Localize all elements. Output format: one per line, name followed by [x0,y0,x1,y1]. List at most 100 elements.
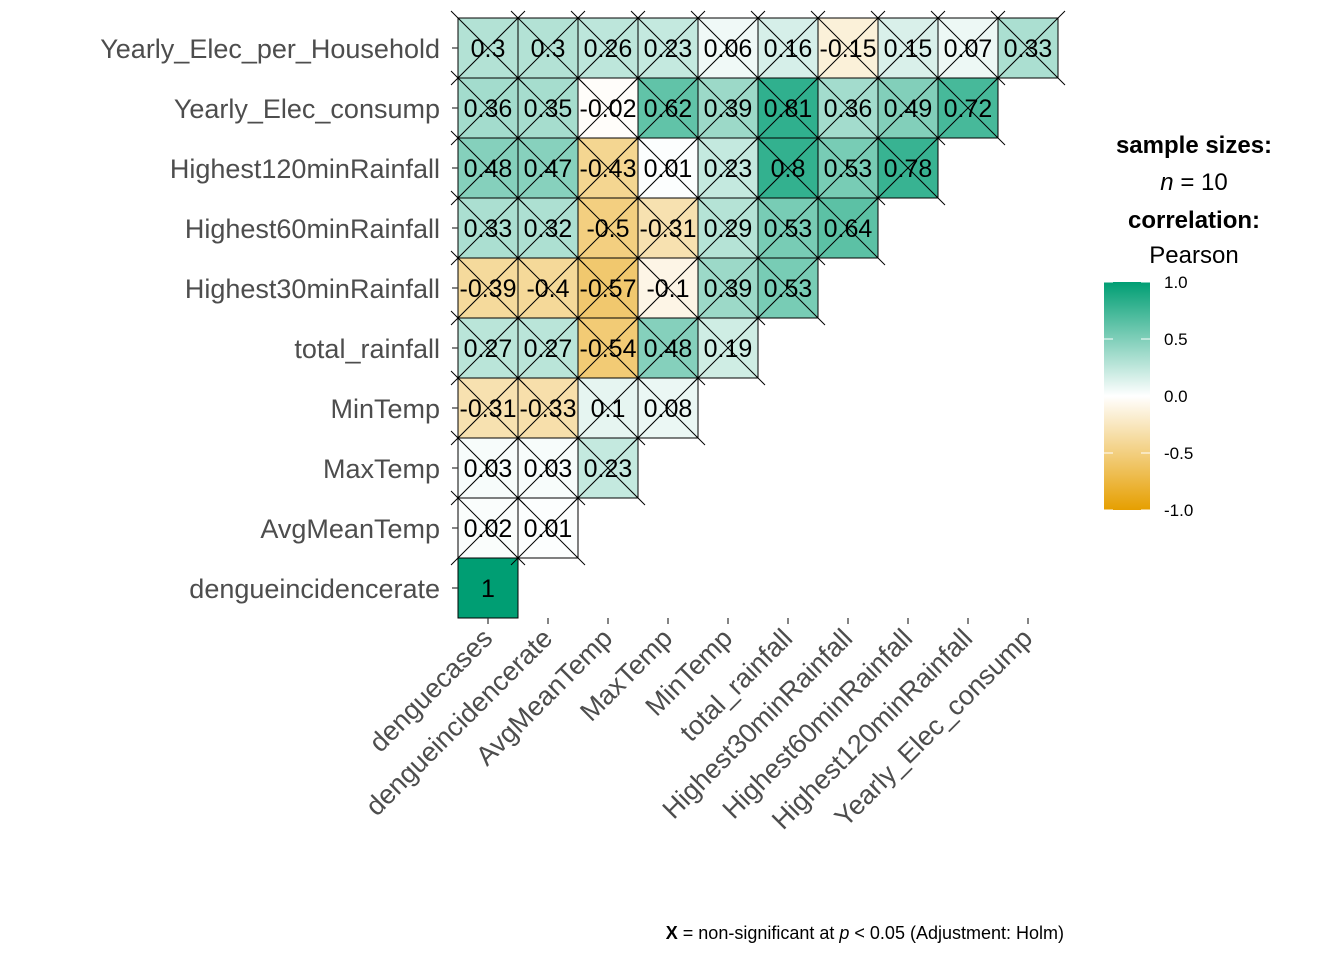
cell-value-label: -0.39 [460,275,517,303]
heatmap-cell: 0.02 [450,490,526,566]
cell-value-label: 0.78 [884,155,933,183]
cell-value-label: -0.15 [820,35,877,63]
nonsignificant-cross [510,10,586,86]
heatmap-cell: 0.15 [870,10,946,86]
cell-value-label: 0.16 [764,35,813,63]
cell-value-label: 0.47 [524,155,573,183]
cell-value-label: 0.1 [591,395,626,423]
cell-value-label: -0.1 [646,275,689,303]
heatmap-cell: 0.39 [690,70,766,146]
heatmap-cell: 0.47 [510,130,586,206]
cell-value-label: -0.43 [580,155,637,183]
cell-value-label: -0.02 [580,95,637,123]
caption-x-symbol: X [666,923,678,943]
cell-value-label: 0.39 [704,275,753,303]
y-tick-label: MaxTemp [323,454,440,484]
cell-value-label: 0.72 [944,95,993,123]
heatmap-cell: 0.62 [630,70,706,146]
heatmap-cell: 0.8 [750,130,826,206]
y-axis: dengueincidencerate AvgMeanTemp MaxTemp Min… [100,34,458,604]
cell-value-label: 0.53 [764,275,813,303]
cell-value-label: 0.3 [471,35,506,63]
heatmap-cell: 0.23 [690,130,766,206]
y-tick-label: MinTemp [330,394,440,424]
caption-text-1: = non-significant at [678,923,840,943]
y-tick-label: Yearly_Elec_consump [174,94,440,124]
legend-tick-label: 0.0 [1164,387,1188,406]
heatmap-cell: -0.54 [570,310,646,386]
cell-value-label: 0.01 [644,155,693,183]
cell-value-label: 0.3 [531,35,566,63]
cell-value-label: 0.07 [944,35,993,63]
cell-value-label: 0.23 [644,35,693,63]
cell-value-label: 0.33 [464,215,513,243]
legend-ticks: 1.0 0.5 0.0 -0.5 -1.0 [1104,273,1193,520]
y-tick-label: AvgMeanTemp [260,514,440,544]
cell-value-label: 0.27 [464,335,513,363]
y-tick-label: total_rainfall [294,334,440,364]
y-tick-label: dengueincidencerate [189,574,440,604]
cell-value-label: 0.36 [464,95,513,123]
heatmap-cell: -0.15 [810,10,886,86]
cell-value-label: 0.26 [584,35,633,63]
heatmap-cell: 0.48 [630,310,706,386]
legend-n-symbol: n [1160,169,1173,196]
x-axis: denguecasesdengueincidencerateAvgMeanTem… [360,618,1038,835]
heatmap-cell: 0.23 [570,430,646,506]
cell-fill [457,557,519,619]
legend-tick-label: -0.5 [1164,444,1193,463]
cell-value-label: 0.06 [704,35,753,63]
cells-layer: 10.02 0.010.03 0.03 0.23-0.31 -0.33 0.1 0.080.… [450,10,1066,619]
heatmap-cell: 0.06 [690,10,766,86]
heatmap-cell: 0.29 [690,190,766,266]
heatmap-cell: 0.36 [450,70,526,146]
caption: X = non-significant at p < 0.05 (Adjustm… [666,923,1064,943]
heatmap-cell: 0.3 [510,10,586,86]
heatmap-cell: 0.26 [570,10,646,86]
legend-n-value: = 10 [1174,169,1228,196]
cell-value-label: 0.02 [464,515,513,543]
cell-value-label: 0.03 [464,455,513,483]
cell-value-label: 0.23 [584,455,633,483]
heatmap-cell: 0.16 [750,10,826,86]
legend-tick-label: 0.5 [1164,330,1188,349]
cell-value-label: 0.53 [824,155,873,183]
heatmap-cell: 0.3 [450,10,526,86]
cell-value-label: 1 [481,575,495,603]
cell-value-label: 0.32 [524,215,573,243]
cell-value-label: 0.62 [644,95,693,123]
heatmap-cell: 0.36 [810,70,886,146]
heatmap-cell: 0.19 [690,310,766,386]
nonsignificant-cross [450,10,526,86]
heatmap-cell: 0.53 [750,250,826,326]
cell-value-label: 0.39 [704,95,753,123]
nonsignificant-cross [570,10,646,86]
y-tick-label: Highest30minRainfall [185,274,440,304]
nonsignificant-cross [750,10,826,86]
cell-value-label: 0.01 [524,515,573,543]
heatmap-cell: 0.23 [630,10,706,86]
cell-value-label: 0.15 [884,35,933,63]
heatmap-cell: 0.53 [810,130,886,206]
y-tick-label: Highest120minRainfall [170,154,440,184]
heatmap-cell: -0.43 [570,130,646,206]
y-tick-label: Yearly_Elec_per_Household [100,34,440,64]
cell-value-label: 0.23 [704,155,753,183]
heatmap-cell: 0.33 [990,10,1066,86]
legend-corr-title: correlation: [1128,207,1260,234]
legend-tick-label: -1.0 [1164,501,1193,520]
cell-value-label: 0.53 [764,215,813,243]
y-tick-label: Highest60minRainfall [185,214,440,244]
cell-value-label: 0.64 [824,215,873,243]
nonsignificant-cross [690,10,766,86]
heatmap-cell: -0.31 [450,370,526,446]
cell-value-label: 0.36 [824,95,873,123]
nonsignificant-cross [990,10,1066,86]
legend-sample-size: n = 10 [1160,169,1227,196]
cell-value-label: -0.33 [520,395,577,423]
heatmap-cell: 0.27 [450,310,526,386]
cell-value-label: -0.31 [460,395,517,423]
legend: sample sizes: n = 10 correlation: Pearso… [1104,132,1272,520]
cell-value-label: 0.35 [524,95,573,123]
